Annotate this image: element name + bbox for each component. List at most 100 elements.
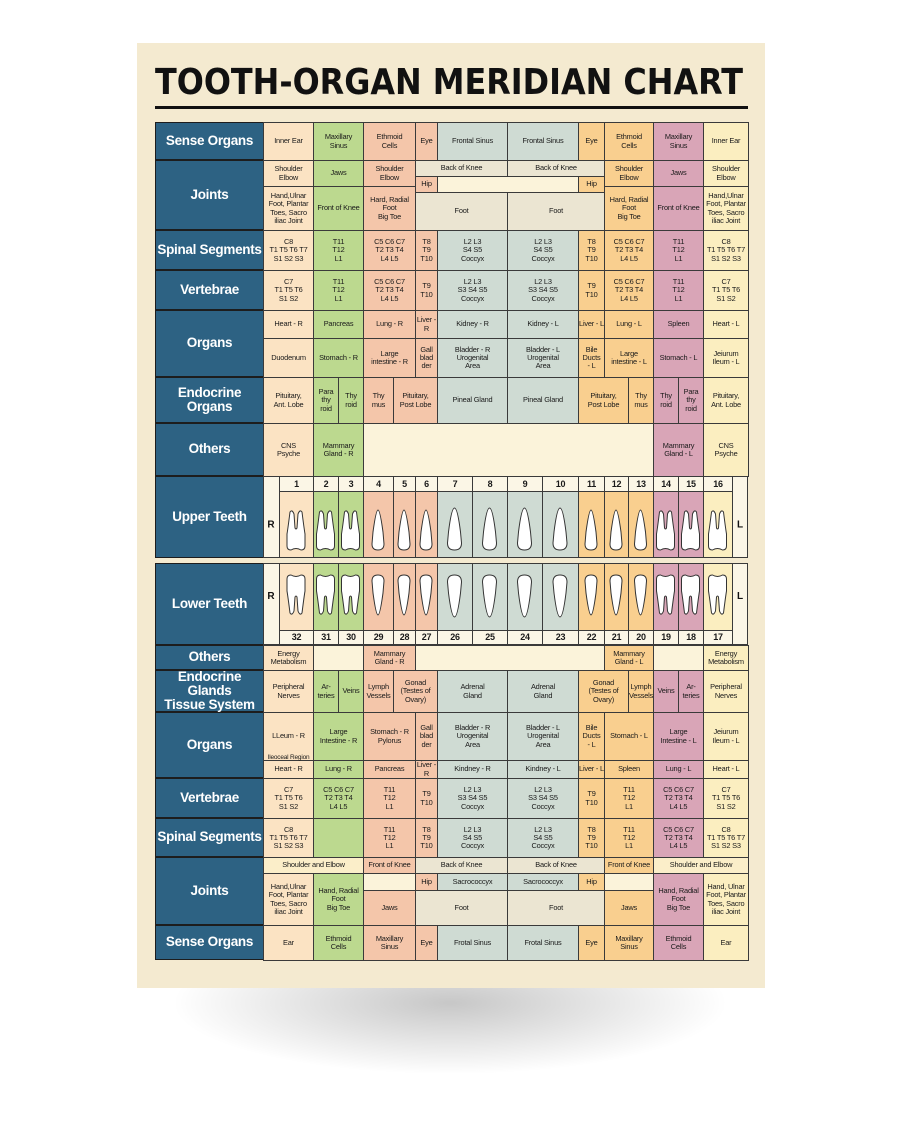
cell: Eye	[578, 925, 605, 961]
tooth-number: 15	[678, 476, 704, 492]
cell: Ileoceal Region	[267, 753, 310, 761]
tooth	[341, 574, 360, 615]
row-label: Upper Teeth	[155, 476, 264, 558]
cell: Ethmoid Cells	[653, 925, 704, 961]
cell: Pituitary, Post Lobe	[578, 377, 629, 424]
tooth-number: 10	[542, 476, 579, 492]
tooth	[419, 509, 433, 551]
cell: Shoulder Elbow	[263, 160, 314, 187]
cell: Kidney - R	[437, 310, 508, 339]
cell: C8 T1 T5 T6 T7 S1 S2 S3	[703, 818, 749, 858]
cell: Ethmoid Cells	[604, 122, 654, 161]
cell: Pituitary, Ant. Lobe	[263, 377, 314, 424]
cell: Frotal Sinus	[507, 925, 579, 961]
tooth	[316, 510, 335, 551]
tooth	[446, 574, 463, 618]
tooth	[316, 574, 335, 615]
row-label: Others	[155, 645, 264, 670]
cell: Large Intestine - R	[313, 712, 364, 761]
cell: CNS Psyche	[263, 423, 314, 477]
side-label: L	[737, 520, 743, 531]
cell: C7 T1 T5 T6 S1 S2	[263, 778, 314, 819]
row-label: Sense Organs	[155, 925, 264, 960]
cell: Large intestine - R	[363, 338, 416, 378]
cell: L2 L3 S3 S4 S5 Coccyx	[437, 778, 508, 819]
cell: C5 C6 C7 T2 T3 T4 L4 L5	[363, 270, 416, 311]
tooth	[552, 574, 568, 618]
tooth	[708, 574, 727, 615]
cell: T11 T12 L1	[313, 230, 364, 271]
tooth-number: 23	[542, 630, 579, 645]
cell: Hand, Ulnar Foot, Plantar Toes, Sacro il…	[703, 873, 749, 926]
row-label: Spinal Segments	[155, 818, 264, 857]
cell: Eye	[578, 122, 605, 161]
cell: Hand,Ulnar Foot, Plantar Toes, Sacro ili…	[703, 186, 749, 231]
cell: L2 L3 S3 S4 S5 Coccyx	[437, 270, 508, 311]
cell: Stomach - L	[653, 338, 704, 378]
cell: Liver - L	[578, 310, 605, 339]
cell: Jaws	[604, 890, 654, 926]
tooth	[584, 574, 598, 616]
tooth-number: 25	[472, 630, 508, 645]
cell: Para thy roid	[678, 377, 704, 424]
cell: Hard, Radial Foot Big Toe	[363, 186, 416, 231]
cell: Bladder - L Urogenital Area	[507, 338, 579, 378]
title: TOOTH-ORGAN MERIDIAN CHART	[155, 62, 743, 103]
cell: Liver - R	[415, 310, 438, 339]
tooth	[419, 574, 433, 616]
row-label: Organs	[155, 310, 264, 377]
cell: Peripheral Nerves	[703, 670, 749, 713]
cell: C5 C6 C7 T2 T3 T4 L4 L5	[604, 230, 654, 271]
cell: Jaws	[653, 160, 704, 187]
cell: Duodenum	[263, 338, 314, 378]
cell: Gonad (Testes of Ovary)	[578, 670, 629, 713]
cell: Peripheral Nerves	[263, 670, 314, 713]
tooth	[609, 509, 623, 551]
tooth-number: 31	[313, 630, 339, 645]
row-label: Vertebrae	[155, 270, 264, 310]
tooth-number: 17	[703, 630, 733, 645]
tooth	[286, 574, 306, 615]
cell: C7 T1 T5 T6 S1 S2	[703, 778, 749, 819]
tooth	[481, 574, 498, 618]
cell: Jeiurum Ileum - L	[703, 338, 749, 378]
cell: Pituitary, Ant. Lobe	[703, 377, 749, 424]
tooth	[371, 574, 385, 616]
tooth	[681, 510, 700, 551]
cell: Veins	[653, 670, 679, 713]
tooth	[397, 574, 411, 616]
cell: Pineal Gland	[437, 377, 508, 424]
cell: Heart - R	[263, 310, 314, 339]
tooth-number: 20	[628, 630, 654, 645]
cell: Maxillary Sinus	[653, 122, 704, 161]
tooth	[397, 509, 411, 551]
tooth	[516, 574, 533, 618]
cell: T11 T12 L1	[653, 230, 704, 271]
cell: Hard, Radial Foot Big Toe	[604, 186, 654, 231]
tooth-number: 30	[338, 630, 364, 645]
cell: Mammary Gland - R	[313, 423, 364, 477]
cell: Jaws	[313, 160, 364, 187]
tooth-number: 9	[507, 476, 543, 492]
row-label: Lower Teeth	[155, 563, 264, 645]
cell: C8 T1 T5 T6 T7 S1 S2 S3	[263, 818, 314, 858]
tooth	[481, 507, 498, 551]
cell: T11 T12 L1	[604, 818, 654, 858]
tooth	[341, 510, 360, 551]
tooth	[552, 507, 568, 551]
cell: Maxillary Sinus	[604, 925, 654, 961]
cell: Eye	[415, 925, 438, 961]
cell: L2 L3 S3 S4 S5 Coccyx	[507, 778, 579, 819]
cell	[415, 645, 605, 671]
cell: T8 T9 T10	[415, 818, 438, 858]
cell: Maxillary Sinus	[313, 122, 364, 161]
tooth	[609, 574, 623, 616]
cell: L2 L3 S4 S5 Coccyx	[507, 230, 579, 271]
cell: Pancreas	[313, 310, 364, 339]
cell: Ear	[703, 925, 749, 961]
side-label: L	[737, 591, 743, 602]
tooth	[681, 574, 700, 615]
cell: C5 C6 C7 T2 T3 T4 L4 L5	[363, 230, 416, 271]
